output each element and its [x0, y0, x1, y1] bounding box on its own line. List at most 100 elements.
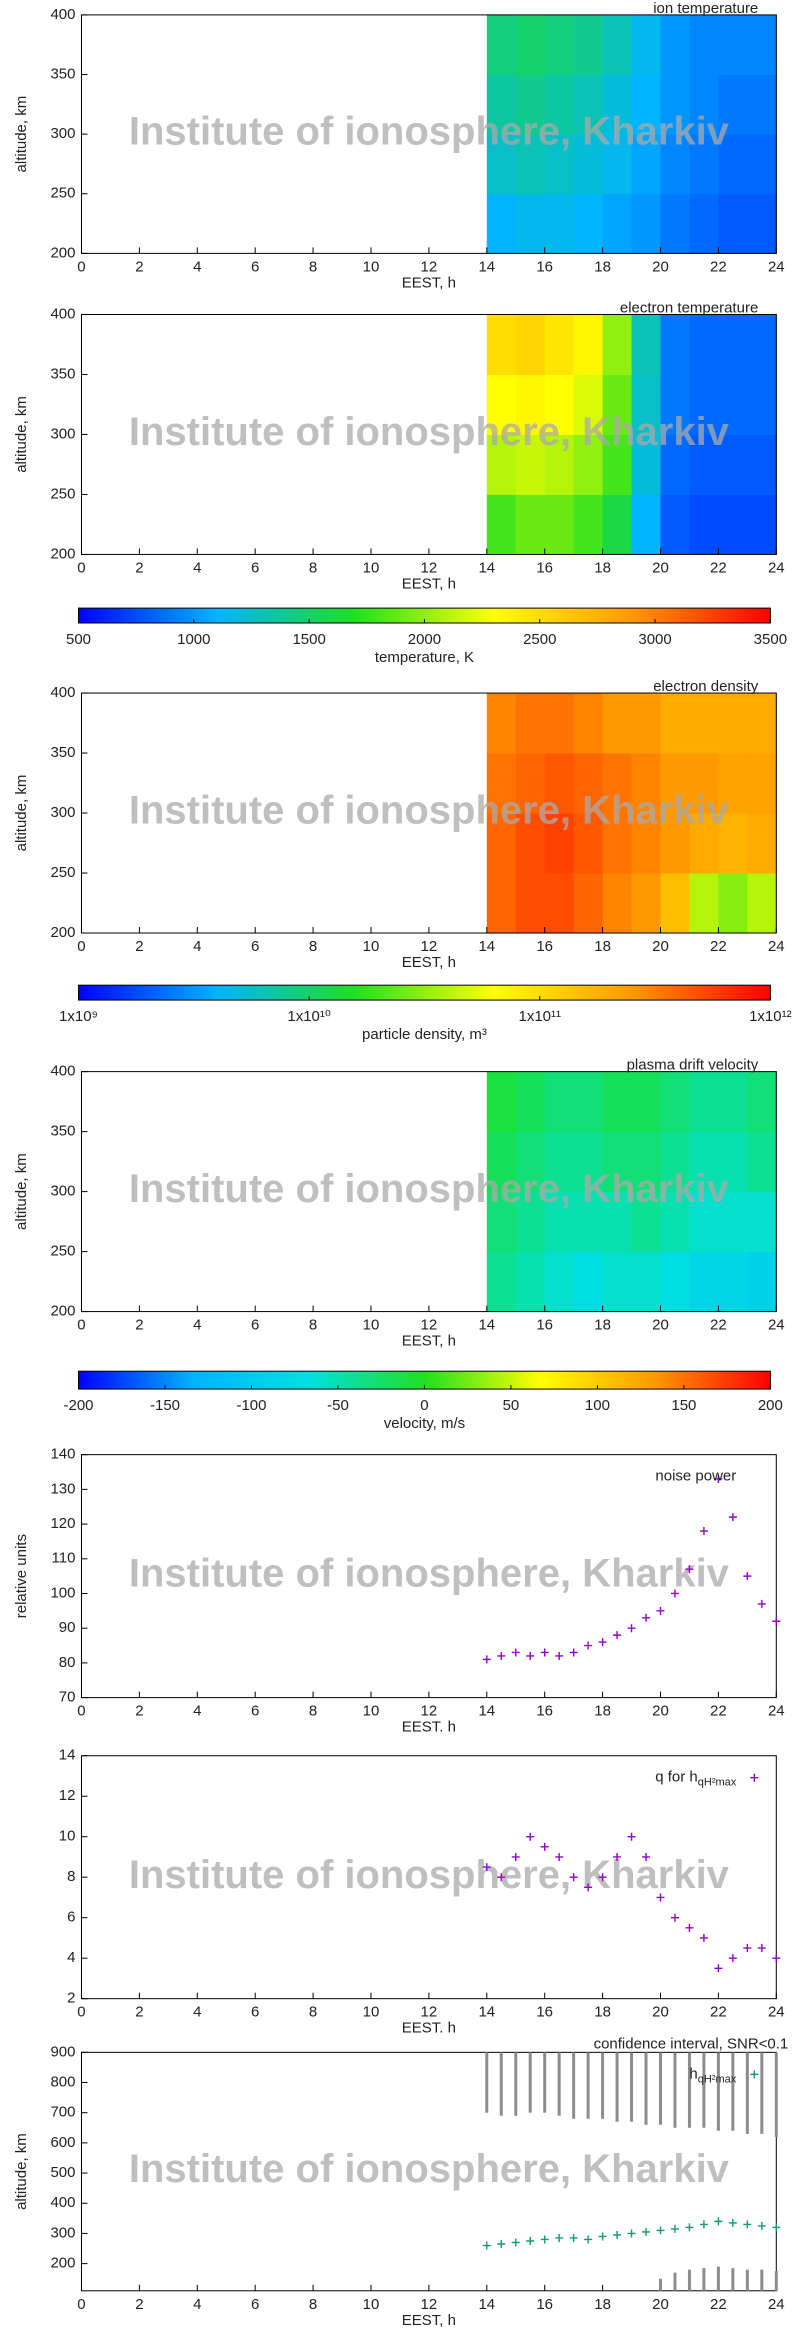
watermark: Institute of ionosphere, Kharkiv	[129, 1853, 730, 1897]
point	[613, 2230, 622, 2239]
watermark: Institute of ionosphere, Kharkiv	[129, 1552, 730, 1596]
heatmap-cell	[486, 813, 517, 874]
y-tick-label: 350	[50, 744, 75, 761]
x-tick-label: 6	[251, 938, 259, 955]
heatmap-cell	[602, 753, 633, 814]
heatmap-cell	[602, 1251, 633, 1313]
heatmap-cell	[660, 494, 690, 555]
heatmap-cell	[602, 193, 633, 254]
x-tick-label: 0	[77, 1317, 85, 1334]
heatmap-cell	[515, 74, 546, 135]
point	[656, 1606, 665, 1615]
x-tick-label: 24	[768, 1317, 785, 1334]
heatmap-cell	[747, 193, 777, 254]
colorbar-tick-label: -50	[327, 1397, 349, 1414]
x-tick-label: 6	[251, 2004, 259, 2021]
heatmap-cell	[718, 134, 748, 195]
x-tick-label: 4	[193, 258, 201, 275]
heatmap-cell	[718, 494, 748, 555]
x-tick-label: 8	[309, 559, 317, 576]
x-tick-label: 12	[421, 2004, 438, 2021]
point	[772, 1617, 781, 1626]
point	[613, 1852, 622, 1861]
heatmap-cell	[515, 14, 546, 76]
y-tick-label: 200	[50, 244, 75, 261]
heatmap-cell	[718, 14, 748, 76]
heatmap-cell	[602, 693, 633, 754]
heatmap-cell	[486, 1251, 517, 1313]
heatmap-cell	[689, 813, 719, 874]
heatmap-cell	[486, 1191, 517, 1253]
x-tick-label: 20	[652, 2296, 669, 2313]
heatmap-cell	[631, 193, 661, 254]
colorbar-tick-label: 1x10¹¹	[518, 1008, 561, 1025]
x-tick-label: 6	[251, 559, 259, 576]
heatmap-cell	[602, 1191, 633, 1253]
point	[584, 1641, 593, 1650]
x-tick-label: 16	[536, 559, 553, 576]
watermark: Institute of ionosphere, Kharkiv	[129, 2147, 730, 2191]
x-tick-label: 24	[768, 2004, 785, 2021]
heatmap-cell	[573, 693, 604, 754]
y-tick-label: 400	[50, 684, 75, 701]
point	[526, 2236, 535, 2245]
heatmap-cell	[689, 14, 719, 76]
heatmap-cell	[747, 134, 777, 195]
point	[540, 2235, 549, 2244]
point	[497, 1873, 506, 1882]
heatmap-cell	[544, 314, 575, 375]
point	[743, 2220, 752, 2229]
heatmap-cell	[747, 813, 777, 874]
y-tick-label: 12	[59, 1787, 76, 1804]
heatmap-cell	[573, 1251, 604, 1313]
heatmap-cell	[515, 1251, 546, 1313]
x-tick-label: 12	[421, 559, 438, 576]
heatmap-cell	[573, 813, 604, 874]
x-tick-label: 10	[363, 1317, 380, 1334]
heatmap-cell	[660, 374, 690, 435]
x-tick-label: 24	[768, 938, 785, 955]
x-tick-label: 8	[309, 1703, 317, 1720]
legend-label: confidence interval, SNR<0.1	[594, 2035, 789, 2052]
heatmap-cell	[718, 74, 748, 135]
y-tick-label: 200	[50, 2255, 75, 2272]
heatmap-cell	[689, 1071, 719, 1133]
heatmap-cell	[515, 1071, 546, 1133]
x-tick-label: 2	[135, 938, 143, 955]
y-tick-label: 10	[59, 1828, 76, 1845]
heatmap-cell	[573, 494, 604, 555]
point	[685, 1923, 694, 1932]
colorbar-tick-label: 500	[66, 631, 91, 648]
heatmap-cell	[660, 1071, 690, 1133]
heatmap-cell	[544, 494, 575, 555]
chart-title: electron density	[653, 678, 759, 695]
heatmap-cell	[515, 693, 546, 754]
point	[642, 1613, 651, 1622]
x-tick-label: 22	[710, 1317, 727, 1334]
x-tick-label: 2	[135, 559, 143, 576]
heatmap-cell	[747, 74, 777, 135]
point	[598, 2232, 607, 2241]
x-tick-label: 2	[135, 2004, 143, 2021]
heatmap-cell	[689, 1191, 719, 1253]
x-tick-label: 18	[594, 2004, 611, 2021]
heatmap-cell	[544, 1251, 575, 1313]
y-tick-label: 800	[50, 2073, 75, 2090]
legend-label: q for hqH²max	[655, 1769, 737, 1789]
y-tick-label: 900	[50, 2043, 75, 2060]
colorbar-tick-label: 0	[420, 1397, 428, 1414]
x-axis-label: EEST, h	[402, 575, 456, 592]
chart-title: electron temperature	[620, 299, 758, 316]
x-tick-label: 8	[309, 2296, 317, 2313]
point	[757, 1599, 766, 1608]
point	[482, 2241, 491, 2250]
y-tick-label: 130	[50, 1480, 75, 1497]
heatmap-cell	[544, 1071, 575, 1133]
y-tick-label: 400	[50, 1063, 75, 1080]
colorbar-label: velocity, m/s	[384, 1415, 465, 1432]
point	[482, 1655, 491, 1664]
legend-subscript: qH²max	[698, 2073, 737, 2085]
heatmap-cell	[660, 873, 690, 934]
x-tick-label: 0	[77, 2004, 85, 2021]
